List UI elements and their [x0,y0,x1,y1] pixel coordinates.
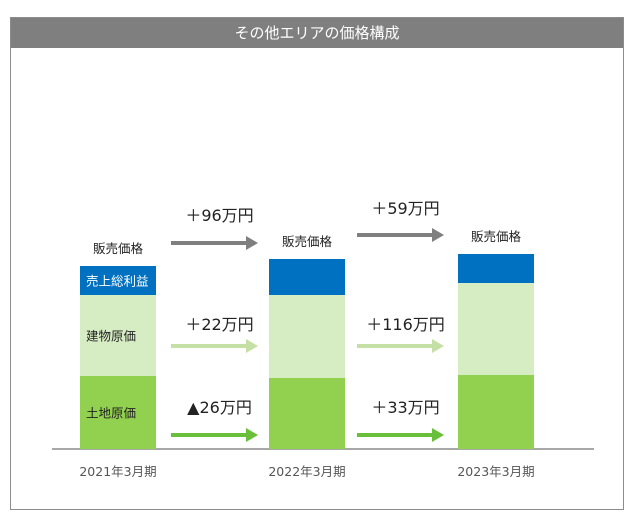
change-label-land: ＋33万円 [371,398,439,417]
chart-frame: その他エリアの価格構成 [10,17,624,510]
bar-segment-1-2 [269,378,345,449]
segment-label: 売上総利益 [86,274,149,289]
x-tick-label: 2022年3月期 [268,464,345,479]
arrow-head-icon [432,339,444,353]
x-tick-label: 2021年3月期 [79,464,156,479]
bar-segment-2-1 [80,295,156,376]
bar-segment-1-3 [458,375,534,449]
chart-title: その他エリアの価格構成 [11,18,623,48]
segment-label: 建物原価 [86,329,136,344]
change-label-total: ＋96万円 [185,206,253,225]
bar-segment-2-2 [269,295,345,378]
arrow-head-icon [246,428,258,442]
bar-segment-3-1 [80,266,156,295]
change-label-total: ＋59万円 [371,199,439,218]
change-label-land: ▲26万円 [187,398,252,417]
x-tick-label: 2023年3月期 [457,464,534,479]
change-label-building: ＋116万円 [366,315,445,334]
bar-segment-3-3 [458,254,534,283]
segment-label: 土地原価 [86,406,136,421]
total-label: 販売価格 [93,241,144,256]
bar-segment-3-2 [269,259,345,295]
total-label: 販売価格 [282,234,333,249]
arrow-head-icon [432,428,444,442]
arrow-head-icon [246,236,258,250]
arrow-head-icon [246,339,258,353]
arrow-head-icon [432,228,444,242]
bar-segment-2-3 [458,283,534,375]
bar-segment-1-1 [80,376,156,449]
change-label-building: ＋22万円 [185,315,253,334]
total-label: 販売価格 [471,229,522,244]
